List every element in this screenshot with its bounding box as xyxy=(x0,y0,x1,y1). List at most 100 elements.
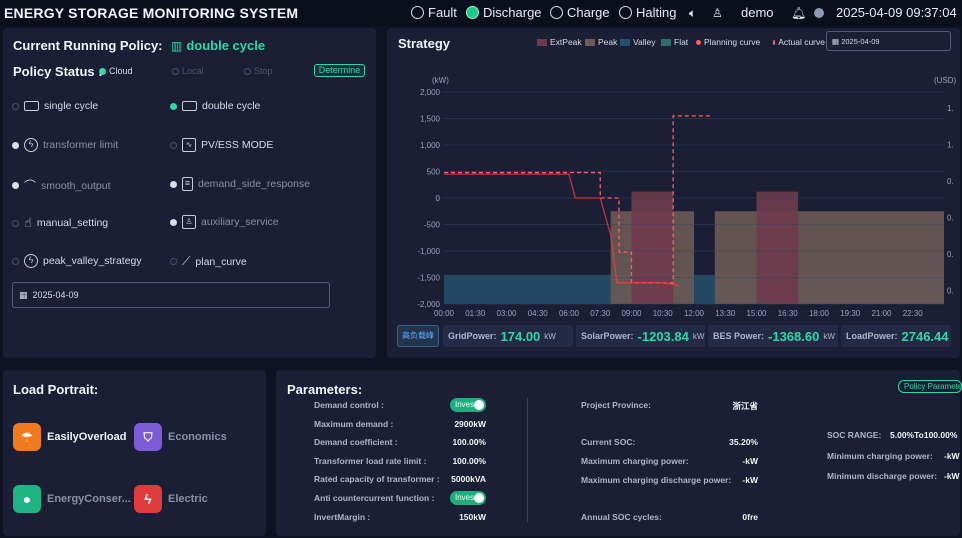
portrait-easily-overload[interactable]: ☂ EasilyOverload xyxy=(13,423,127,451)
y-tick-label: 1,500 xyxy=(420,115,441,124)
y-axis-unit-left: (kW) xyxy=(432,76,449,85)
mode-peak-valley-strategy[interactable]: ϟ peak_valley_strategy xyxy=(12,254,142,268)
legend-peak[interactable]: Peak xyxy=(585,37,617,47)
legend-valley[interactable]: Valley xyxy=(620,37,656,47)
top-header xyxy=(0,0,962,26)
radio-empty-icon xyxy=(170,180,177,188)
param-value: 100.00% xyxy=(452,437,486,447)
legend-extpeak[interactable]: ExtPeak xyxy=(537,37,582,47)
parameters-panel xyxy=(276,370,960,536)
current-policy-label: Current Running Policy: xyxy=(13,38,163,53)
param-label: Anti countercurrent function : xyxy=(314,493,435,503)
user-icon[interactable]: ♙ xyxy=(712,6,723,20)
x-tick-label: 19:30 xyxy=(840,309,861,318)
policy-parameters-button[interactable]: Policy Parameters xyxy=(898,380,962,393)
x-tick-label: 21:00 xyxy=(871,309,892,318)
portrait-electric[interactable]: ϟ Electric xyxy=(134,485,208,513)
param-label: Transformer load rate limit : xyxy=(314,456,427,466)
mode-smooth-output[interactable]: ⌒ smooth_output xyxy=(12,177,110,194)
strategy-date-picker[interactable]: ▦ 2025-04-09 xyxy=(826,31,951,51)
battery-icon xyxy=(182,101,197,111)
metric-label: SolarPower: xyxy=(581,331,634,341)
status-fault[interactable]: Fault xyxy=(411,5,457,20)
series-planning-curve xyxy=(444,115,711,284)
chart-bands xyxy=(444,191,944,304)
band-peak xyxy=(714,211,944,304)
mode-demand-side-response[interactable]: ≡ demand_side_response xyxy=(170,177,310,191)
y-right-tick-label: 0. xyxy=(947,250,954,259)
y-tick-label: 0 xyxy=(436,194,441,203)
portrait-economics[interactable]: ⛉ Economics xyxy=(134,423,227,451)
param-value: 150kW xyxy=(459,512,486,522)
mode-switch-button[interactable]: 高负载峰 xyxy=(397,325,439,347)
param-value: 浙江省 xyxy=(732,401,758,411)
volume-icon[interactable]: 🔈︎ xyxy=(689,6,697,20)
legend-swatch xyxy=(620,38,630,46)
param-value: 0fre xyxy=(742,512,758,522)
param-value: -kW xyxy=(742,456,758,466)
status-charge-label: Charge xyxy=(567,5,610,20)
status-fault-label: Fault xyxy=(428,5,457,20)
metric-unit: kW xyxy=(544,331,556,341)
status-halting[interactable]: Halting xyxy=(619,5,676,20)
param-value: 5.00%To100.00% xyxy=(890,430,958,440)
metric-value: 2746.44 xyxy=(901,328,949,344)
mode-transformer-limit-label: transformer limit xyxy=(43,139,119,151)
param-value: 100.00% xyxy=(452,456,486,466)
mode-demand-side-response-label: demand_side_response xyxy=(198,178,311,190)
series-actual-curve xyxy=(444,173,680,287)
mode-double-cycle[interactable]: double cycle xyxy=(170,100,260,112)
radio-empty-icon xyxy=(170,218,177,226)
bell-icon[interactable]: 🔔︎ xyxy=(791,6,807,20)
status-halting-label: Halting xyxy=(636,5,677,20)
x-tick-label: 06:00 xyxy=(559,309,580,318)
radio-discharge-icon xyxy=(466,6,479,19)
param-label: Minimum discharge power: xyxy=(827,471,938,481)
portrait-label: EasilyOverload xyxy=(47,431,127,443)
mode-plan-curve[interactable]: ⟋ plan_curve xyxy=(170,254,247,269)
mode-manual-setting[interactable]: ☝︎ manual_setting xyxy=(12,215,108,231)
metric-value: -1203.84 xyxy=(637,328,689,344)
legend-planning-curve[interactable]: Planning curve xyxy=(696,37,760,47)
status-option-local[interactable]: Local xyxy=(172,66,204,76)
radio-selected-icon xyxy=(99,67,106,75)
user-name[interactable]: demo xyxy=(741,5,774,20)
x-tick-label: 04:30 xyxy=(528,309,549,318)
mode-single-cycle[interactable]: single cycle xyxy=(12,100,98,112)
mode-smooth-output-label: smooth_output xyxy=(41,179,111,192)
determine-button[interactable]: Determine xyxy=(314,64,365,77)
drop-icon: ● xyxy=(13,485,41,513)
status-discharge[interactable]: Discharge xyxy=(466,5,542,20)
policy-date-picker[interactable]: ▦ 2025-04-09 xyxy=(12,282,330,308)
status-option-stop[interactable]: Stop xyxy=(244,66,273,76)
strategy-chart[interactable]: 2,000 1,500 1,000 500 0 -500 -1,000 -1,500 -2,00… xyxy=(387,70,960,320)
legend-flat[interactable]: Flat xyxy=(661,37,688,47)
mode-transformer-limit[interactable]: ϟ transformer limit xyxy=(12,138,118,152)
legend-dot xyxy=(773,39,776,45)
person-card-icon: ♙ xyxy=(182,215,196,229)
shield-icon: ⛉ xyxy=(134,423,162,451)
strategy-date-value: 2025-04-09 xyxy=(841,37,880,46)
x-tick-label: 12:00 xyxy=(684,309,705,318)
y-tick-label: 500 xyxy=(427,168,441,177)
current-policy: ▥ double cycle xyxy=(171,38,265,53)
status-charge[interactable]: Charge xyxy=(550,5,610,20)
status-dot-icon xyxy=(814,8,824,18)
param-value: -kW xyxy=(944,471,960,481)
y-right-tick-label: 1. xyxy=(947,104,954,113)
radio-empty-icon xyxy=(12,141,19,149)
demand-control-toggle[interactable]: Inves xyxy=(450,398,486,412)
policy-date-value: 2025-04-09 xyxy=(32,290,79,300)
legend-actual-curve[interactable]: Actual curve xyxy=(773,37,825,47)
param-label: Project Province: xyxy=(581,400,651,410)
mode-auxiliary-service[interactable]: ♙ auxiliary_service xyxy=(170,215,279,229)
portrait-energy-conservation[interactable]: ● EnergyConser... xyxy=(13,485,131,513)
params-divider xyxy=(527,398,528,522)
radio-empty-icon xyxy=(12,182,19,189)
param-label: Rated capacity of transformer : xyxy=(314,474,440,484)
anti-countercurrent-toggle[interactable]: Inves xyxy=(450,491,486,505)
status-option-cloud[interactable]: Cloud xyxy=(99,66,133,76)
mode-pv-ess[interactable]: ∿ PV/ESS MODE xyxy=(170,138,273,152)
current-policy-value: double cycle xyxy=(186,38,266,53)
metric-label: LoadPower: xyxy=(846,331,898,341)
